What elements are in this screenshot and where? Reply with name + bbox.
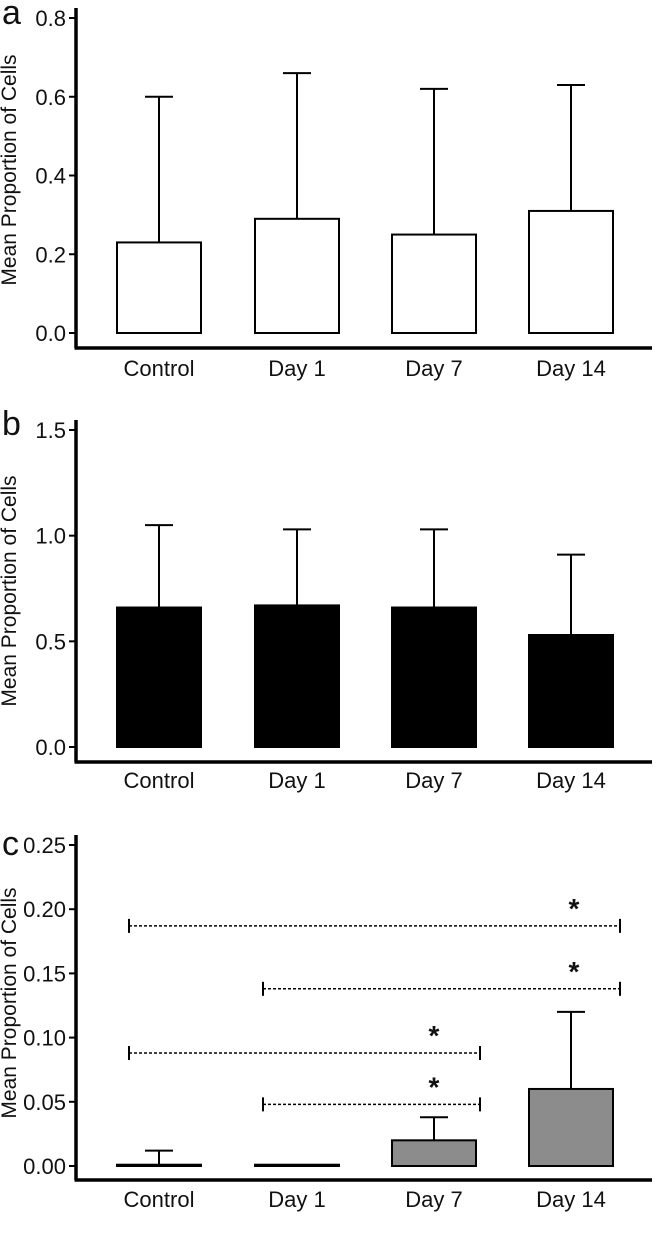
panel-a-bar-control bbox=[116, 241, 202, 334]
panel-b-letter: b bbox=[2, 405, 21, 443]
panel-a-y-axis-title: Mean Proportion of Cells bbox=[0, 54, 21, 285]
panel-c-y-tick-label: 0.10 bbox=[23, 1026, 66, 1051]
panel-a-bar-day-7 bbox=[391, 233, 477, 334]
panel-b-y-tick-label: 1.0 bbox=[35, 524, 66, 549]
panel-c-y-tick-label: 0.20 bbox=[23, 897, 66, 922]
panel-b-category-label: Day 7 bbox=[405, 768, 462, 793]
panel-a-letter: a bbox=[2, 0, 21, 32]
panel-c-bar-day-1 bbox=[254, 1163, 340, 1167]
panel-b-y-tick-label: 0.0 bbox=[35, 735, 66, 760]
panel-c-significance-star: * bbox=[569, 893, 580, 924]
panel-a-bar-day-1 bbox=[254, 217, 340, 334]
panel-c-category-label: Day 1 bbox=[268, 1187, 325, 1212]
panel-b-bar-control bbox=[116, 606, 202, 749]
panel-a-y-tick-label: 0.4 bbox=[35, 164, 66, 189]
panel-b-y-axis-title: Mean Proportion of Cells bbox=[0, 475, 21, 706]
panel-b-bar-day-14 bbox=[528, 633, 614, 749]
panel-b-bar-day-1 bbox=[254, 604, 340, 749]
panel-c-bar-control bbox=[116, 1163, 202, 1167]
panel-b-bar-day-7 bbox=[391, 606, 477, 749]
panel-a-y-tick-label: 0.2 bbox=[35, 242, 66, 267]
panel-c-letter: c bbox=[2, 825, 19, 863]
panel-c-category-label: Day 14 bbox=[536, 1187, 606, 1212]
panel-c-bar-day-14 bbox=[528, 1087, 614, 1167]
panel-a-bar-day-14 bbox=[528, 209, 614, 334]
panel-c-significance-star: * bbox=[569, 956, 580, 987]
panel-c-y-tick-label: 0.05 bbox=[23, 1090, 66, 1115]
panel-b-category-label: Day 14 bbox=[536, 768, 606, 793]
panel-a-category-label: Day 14 bbox=[536, 356, 606, 381]
panel-b-y-tick-label: 0.5 bbox=[35, 629, 66, 654]
panel-a-category-label: Day 7 bbox=[405, 356, 462, 381]
panel-a-category-label: Control bbox=[124, 356, 195, 381]
panel-a-y-tick-label: 0.6 bbox=[35, 85, 66, 110]
panel-c-bar-day-7 bbox=[391, 1139, 477, 1167]
panel-c-category-label: Day 7 bbox=[405, 1187, 462, 1212]
panel-b-category-label: Day 1 bbox=[268, 768, 325, 793]
panel-c-category-label: Control bbox=[124, 1187, 195, 1212]
panel-a-y-tick-label: 0.8 bbox=[35, 6, 66, 31]
panel-b-y-tick-label: 1.5 bbox=[35, 418, 66, 443]
panel-c-y-tick-label: 0.00 bbox=[23, 1154, 66, 1179]
panel-a-y-tick-label: 0.0 bbox=[35, 321, 66, 346]
panel-b-category-label: Control bbox=[124, 768, 195, 793]
panel-c-significance-star: * bbox=[429, 1020, 440, 1051]
panel-c-y-axis-title: Mean Proportion of Cells bbox=[0, 887, 21, 1118]
panel-a-category-label: Day 1 bbox=[268, 356, 325, 381]
panel-c-y-tick-label: 0.25 bbox=[23, 833, 66, 858]
panel-c-y-tick-label: 0.15 bbox=[23, 961, 66, 986]
panel-c-significance-star: * bbox=[429, 1071, 440, 1102]
